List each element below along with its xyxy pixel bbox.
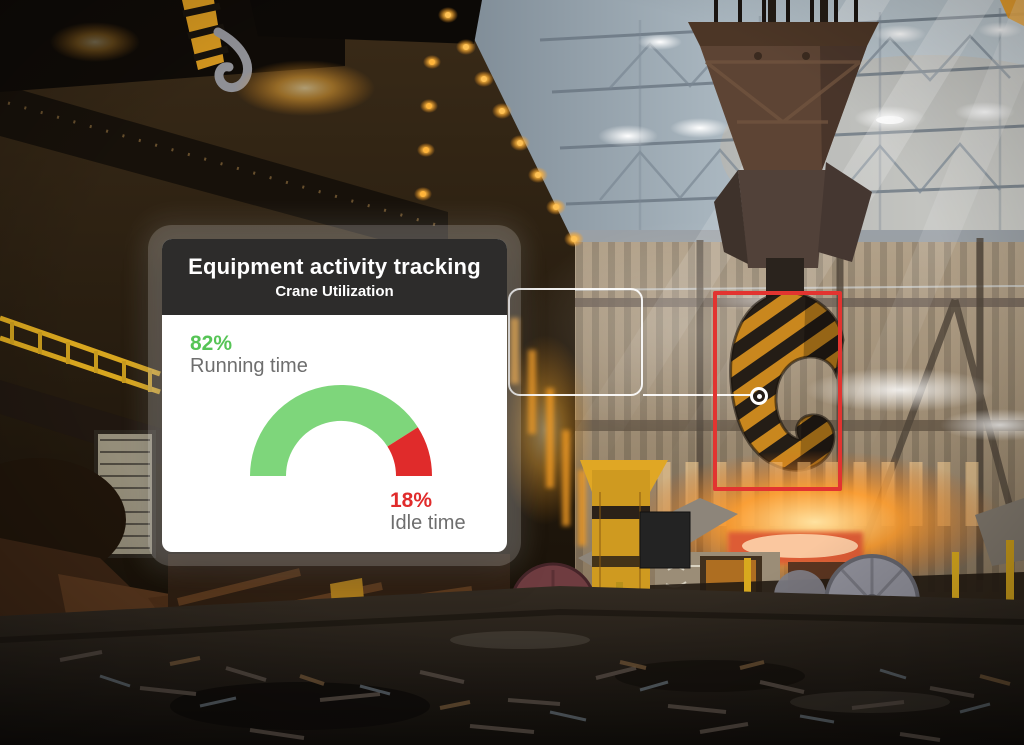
card-body: 82% Running time 18% Idle time <box>162 315 507 552</box>
callout-frame <box>508 288 643 396</box>
idle-time-stat: 18% Idle time <box>390 489 466 535</box>
callout-connector-line <box>643 394 751 396</box>
gauge-segment-running-time <box>250 385 418 477</box>
idle-time-label: Idle time <box>390 512 466 535</box>
card-title: Equipment activity tracking <box>188 254 481 279</box>
callout-anchor-dot <box>750 387 768 405</box>
card-header: Equipment activity tracking Crane Utiliz… <box>162 239 507 315</box>
running-time-stat: 82% Running time <box>190 332 308 378</box>
idle-time-value: 18% <box>390 489 433 512</box>
utilization-gauge <box>250 385 432 477</box>
equipment-tracking-card: Equipment activity tracking Crane Utiliz… <box>162 239 507 552</box>
gauge-segment-idle-time <box>387 427 432 477</box>
running-time-value: 82% <box>190 332 233 355</box>
running-time-label: Running time <box>190 355 308 378</box>
crane-hook-bounding-box[interactable] <box>713 291 842 491</box>
card-subtitle: Crane Utilization <box>275 283 394 300</box>
